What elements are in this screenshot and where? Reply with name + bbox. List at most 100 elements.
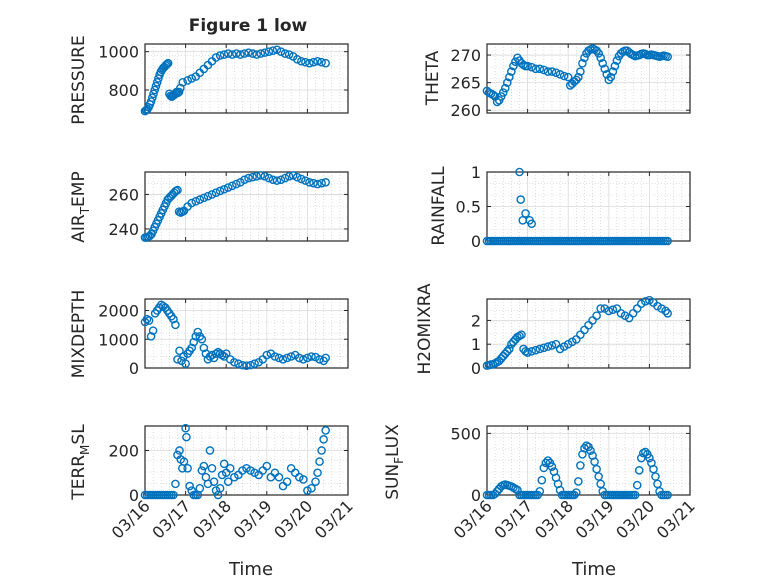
data-point (551, 68, 561, 77)
data-point (661, 306, 670, 316)
data-point (161, 61, 171, 70)
y-axis-label-terr-msl-sub: M (78, 445, 92, 455)
data-point (313, 468, 322, 478)
data-point (280, 49, 290, 58)
y-axis-label-terr-msl: TERRMSL (69, 424, 92, 501)
y-tick-label: 500 (450, 424, 481, 443)
data-point (232, 179, 241, 189)
data-point (547, 67, 557, 76)
data-point (166, 91, 175, 101)
data-point (276, 47, 286, 56)
data-point (270, 352, 280, 361)
data-point (195, 195, 205, 204)
data-point (282, 353, 292, 363)
data-point (205, 446, 215, 455)
data-point (203, 191, 213, 201)
data-point (547, 341, 557, 350)
y-tick-label: 240 (108, 220, 139, 239)
y-axis-label-terr-msl-rest: SL (69, 424, 89, 445)
data-point (187, 74, 196, 83)
data-point (641, 447, 650, 457)
y-tick-label: 0 (129, 359, 139, 378)
data-point (317, 57, 326, 67)
y-tick-label: 2000 (98, 302, 139, 321)
data-point (492, 97, 502, 107)
y-axis-label-sun-flux: SUNFLUX (383, 424, 406, 500)
data-point (152, 78, 162, 87)
data-point (211, 53, 221, 62)
data-point (143, 104, 152, 114)
data-point (630, 490, 640, 500)
data-point (252, 172, 261, 181)
data-point (547, 462, 557, 471)
data-point (303, 353, 312, 363)
data-point (590, 457, 599, 467)
data-point (321, 426, 330, 435)
y-axis-label-sun-flux-main: SUN (383, 464, 403, 500)
data-point (207, 190, 217, 199)
y-axis-label-air-temp-main: AIR (69, 214, 89, 243)
data-point (321, 58, 330, 68)
y-tick-label: 800 (108, 81, 139, 100)
data-point (246, 360, 255, 370)
data-point (555, 70, 565, 79)
y-tick-label: 1000 (98, 43, 139, 62)
data-point (244, 48, 253, 57)
data-point (173, 88, 183, 98)
y-axis-label-terr-msl-main: TERR (69, 455, 89, 501)
data-point (523, 61, 532, 71)
data-point (507, 67, 516, 76)
data-point (282, 477, 292, 486)
data-point (500, 83, 510, 93)
data-point (227, 181, 237, 191)
y-tick-label: 0 (471, 232, 481, 251)
data-point (193, 327, 203, 337)
data-point (146, 97, 156, 106)
x-axis-label-left: Time (228, 559, 273, 580)
y-axis-label-theta: THETA (423, 50, 443, 106)
data-point (317, 446, 326, 455)
data-point (663, 308, 672, 318)
data-point (563, 72, 573, 82)
data-point (151, 81, 161, 91)
data-point (297, 174, 306, 184)
data-point (498, 88, 508, 97)
data-point (606, 72, 616, 82)
data-point (248, 172, 257, 182)
data-point (274, 353, 284, 363)
data-point (634, 466, 644, 475)
data-point (574, 477, 583, 486)
data-point (248, 49, 257, 58)
data-point (515, 167, 524, 177)
data-point (305, 178, 314, 187)
y-tick-label: 2 (471, 311, 481, 330)
data-point (150, 85, 160, 95)
data-point (252, 50, 261, 59)
data-point (319, 435, 328, 444)
data-point (586, 446, 595, 455)
data-point (256, 49, 266, 58)
data-point (195, 484, 205, 493)
data-point (576, 461, 585, 470)
data-point (608, 305, 618, 315)
data-point (535, 344, 545, 354)
data-point (219, 459, 229, 469)
y-axis-label-air-temp: AIRTEMP (69, 171, 92, 242)
subplot-h2omixra: 0 1 2 (471, 295, 691, 378)
data-point (260, 172, 270, 181)
data-point (641, 297, 650, 306)
data-point (541, 458, 551, 468)
data-point (502, 347, 512, 356)
data-point (169, 490, 178, 500)
data-point (604, 306, 614, 316)
data-point (535, 486, 545, 496)
y-tick-label: 0 (471, 359, 481, 378)
data-point (209, 477, 219, 486)
data-point (600, 64, 610, 74)
data-point (185, 481, 194, 491)
data-point (297, 56, 306, 66)
data-point (292, 172, 302, 182)
data-point (502, 78, 512, 87)
axes-box (486, 43, 691, 114)
y-axis-label-pressure: PRESSURE (69, 35, 89, 124)
